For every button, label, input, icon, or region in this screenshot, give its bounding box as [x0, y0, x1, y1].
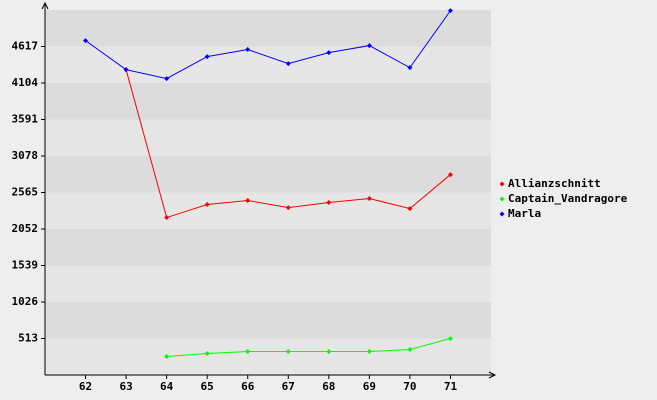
- grid-band: [45, 119, 491, 156]
- y-tick-label: 4617: [12, 40, 39, 53]
- legend-label: Captain_Vandragore: [508, 192, 628, 205]
- data-point: [285, 349, 291, 355]
- x-tick-label: 63: [119, 380, 132, 393]
- data-point: [326, 349, 332, 355]
- data-point: [447, 8, 453, 14]
- x-tick-label: 68: [322, 380, 335, 393]
- data-point: [407, 206, 413, 212]
- data-point: [204, 202, 210, 208]
- grid-band: [45, 46, 491, 83]
- x-axis-arrow: [488, 371, 497, 379]
- grid-band: [45, 302, 491, 339]
- y-tick-label: 1539: [12, 259, 39, 272]
- x-tick-label: 67: [282, 380, 295, 393]
- data-point: [245, 198, 251, 204]
- x-tick-label: 64: [160, 380, 174, 393]
- y-tick-label: 1026: [12, 295, 39, 308]
- data-point: [447, 172, 453, 178]
- data-point: [83, 38, 89, 44]
- y-tick-label: 2565: [12, 186, 39, 199]
- legend-label: Marla: [508, 207, 541, 220]
- grid-band: [45, 192, 491, 229]
- data-point: [407, 347, 413, 353]
- y-axis-arrow: [41, 1, 49, 10]
- y-tick-label: 513: [18, 332, 38, 345]
- grid-band: [45, 10, 491, 47]
- x-tick-label: 65: [201, 380, 214, 393]
- data-point: [245, 47, 251, 53]
- data-point: [326, 50, 332, 56]
- y-tick-label: 2052: [12, 222, 39, 235]
- data-point: [204, 54, 210, 60]
- data-point: [245, 349, 251, 355]
- series-line: [85, 10, 451, 80]
- legend-label: Allianzschnitt: [508, 177, 601, 190]
- grid-band: [45, 156, 491, 193]
- data-point: [164, 76, 170, 82]
- y-tick-label: 3078: [12, 149, 39, 162]
- data-point: [164, 215, 170, 221]
- grid-band: [45, 229, 491, 266]
- x-tick-label: 66: [241, 380, 255, 393]
- data-point: [366, 196, 372, 202]
- x-tick-label: 71: [444, 380, 458, 393]
- x-tick-label: 70: [403, 380, 416, 393]
- legend-marker: [499, 196, 505, 202]
- data-point: [123, 67, 129, 73]
- y-tick-label: 3591: [12, 113, 39, 126]
- grid-band: [45, 265, 491, 302]
- grid-band: [45, 338, 491, 375]
- data-point: [326, 200, 332, 206]
- data-point: [285, 205, 291, 211]
- legend-marker: [499, 181, 505, 187]
- data-point: [366, 349, 372, 355]
- data-point: [447, 336, 453, 341]
- data-point: [164, 354, 170, 360]
- x-tick-label: 62: [79, 380, 92, 393]
- grid-band: [45, 83, 491, 120]
- data-point: [285, 61, 291, 67]
- y-tick-label: 4104: [12, 76, 39, 89]
- x-tick-label: 69: [363, 380, 376, 393]
- series-line: [166, 338, 451, 357]
- legend-marker: [499, 211, 505, 217]
- data-point: [407, 65, 413, 71]
- data-point: [204, 351, 210, 357]
- data-point: [366, 43, 372, 49]
